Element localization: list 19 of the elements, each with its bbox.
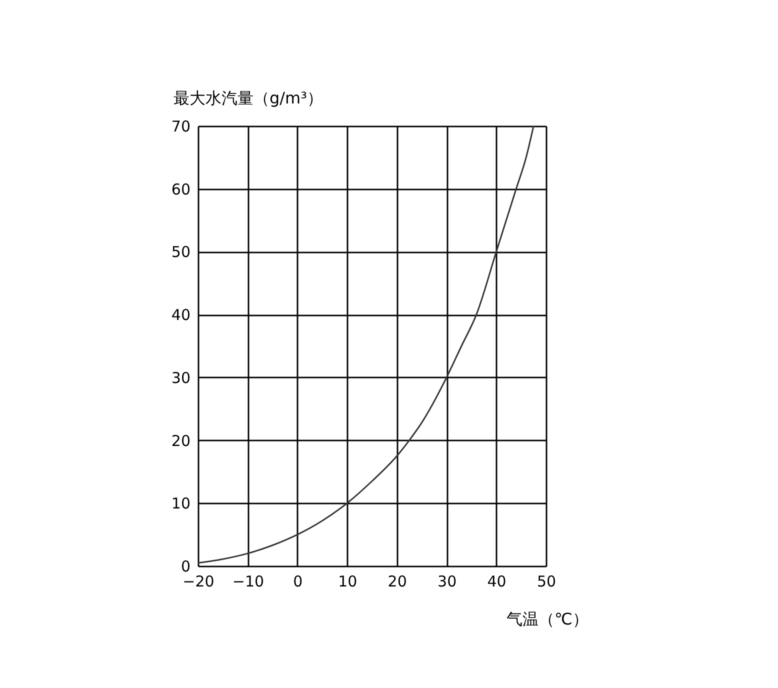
y-tick-label: 50 [171,243,190,262]
x-tick-label: −10 [232,572,264,590]
x-tick-label: 10 [338,572,358,590]
y-tick-label: 70 [171,118,190,136]
x-axis-title: 气温（℃） [506,610,588,628]
x-tick-label: −20 [182,572,214,590]
y-tick-label: 20 [171,432,190,450]
y-tick-label: 40 [171,306,190,324]
x-tick-label: 0 [293,572,303,590]
line-series [198,126,534,564]
x-tick-label: 50 [536,572,556,590]
x-tick-label: 30 [438,572,457,590]
y-tick-label: 0 [180,558,190,576]
x-tick-label: 20 [388,572,407,590]
y-tick-label: 60 [171,180,190,198]
y-axis-title: 最大水汽量（g/m³） [174,88,324,108]
x-tick-label: 40 [487,572,506,590]
y-tick-label: 10 [171,494,190,513]
y-tick-label: 30 [171,368,190,387]
